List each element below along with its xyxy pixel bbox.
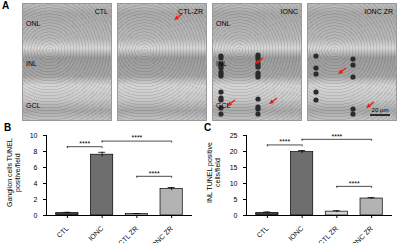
svg-text:****: ****	[131, 134, 142, 141]
html-text:C: C	[204, 122, 212, 133]
svg-text:IONC ZR: IONC ZR	[364, 8, 393, 15]
svg-text:GCL: GCL	[216, 102, 231, 109]
svg-text:INL: INL	[216, 60, 227, 67]
svg-text:****: ****	[149, 170, 160, 177]
svg-text:0: 0	[234, 212, 238, 219]
svg-text:****: ****	[349, 180, 360, 187]
svg-text:6: 6	[34, 164, 38, 171]
svg-text:ONL: ONL	[216, 20, 231, 27]
svg-text:CTL ZR: CTL ZR	[117, 225, 139, 243]
svg-text:CTL ZR: CTL ZR	[317, 225, 339, 243]
svg-text:IONC ZR: IONC ZR	[149, 225, 174, 243]
svg-text:CTL: CTL	[255, 225, 269, 239]
svg-text:****: ****	[331, 133, 342, 140]
svg-text:IONC ZR: IONC ZR	[349, 225, 374, 243]
svg-text:20: 20	[230, 148, 238, 155]
svg-text:CTL-ZR: CTL-ZR	[178, 8, 203, 15]
svg-text:5: 5	[234, 196, 238, 203]
svg-text:8: 8	[34, 148, 38, 155]
svg-text:IONC: IONC	[287, 225, 304, 242]
svg-text:****: ****	[279, 138, 290, 145]
svg-text:GCL: GCL	[26, 102, 41, 109]
html-text:INL TUNEL positive cells/field: INL TUNEL positive cells/field	[206, 142, 221, 204]
svg-text:10: 10	[230, 180, 238, 187]
svg-text:IONC: IONC	[87, 225, 104, 242]
svg-text:INL: INL	[26, 60, 37, 67]
svg-text:20 μm: 20 μm	[372, 107, 389, 113]
svg-text:25: 25	[230, 132, 238, 139]
svg-text:ONL: ONL	[26, 20, 41, 27]
svg-text:4: 4	[34, 180, 38, 187]
html-text:B: B	[4, 122, 12, 133]
svg-text:10: 10	[30, 132, 38, 139]
svg-text:0: 0	[34, 212, 38, 219]
html-text:Ganglion cells TUNEL positive/: Ganglion cells TUNEL positive/field	[6, 138, 21, 208]
svg-text:2: 2	[34, 196, 38, 203]
svg-text:CTL: CTL	[95, 8, 108, 15]
html-text:A: A	[2, 0, 10, 11]
svg-text:15: 15	[230, 164, 238, 171]
svg-text:IONC: IONC	[281, 8, 299, 15]
svg-text:CTL: CTL	[55, 225, 69, 239]
svg-text:****: ****	[79, 140, 90, 147]
